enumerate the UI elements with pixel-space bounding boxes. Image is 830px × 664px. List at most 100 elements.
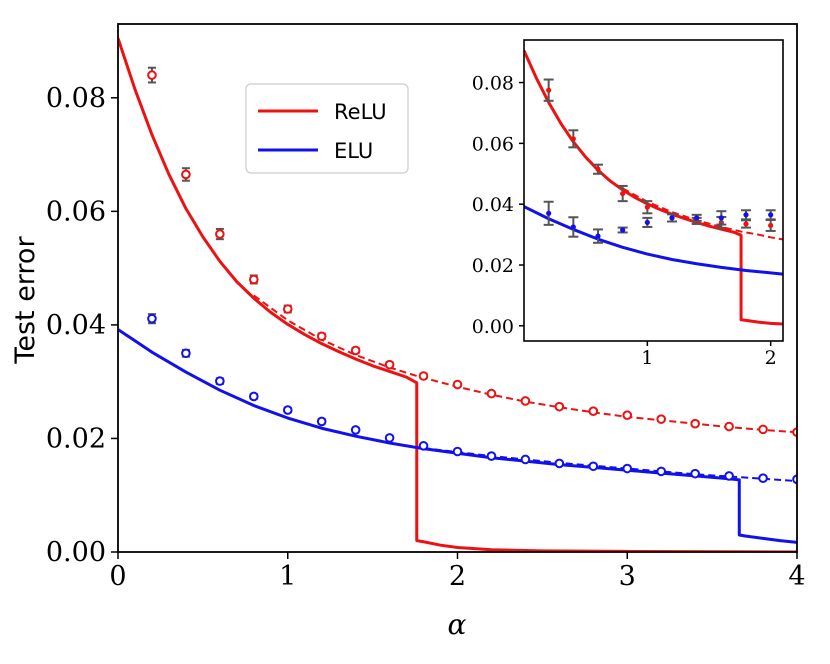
inset-elu-marker [743,212,749,218]
main-elu-point [656,466,667,477]
inset-elu-marker [768,212,774,218]
main-x-tick-label: 4 [788,561,805,592]
main-relu-point [588,406,599,417]
main-relu-marker [316,331,327,342]
main-elu-point [215,376,225,386]
main-relu-point [384,359,395,370]
inset-elu-marker [644,219,650,226]
inset-relu-marker [620,190,626,197]
inset-ticks: 1 2 0.00 0.02 0.04 0.06 0.08 [472,73,777,369]
main-relu-marker [554,401,565,412]
inset-elu-marker [718,215,724,221]
main-relu-marker [215,229,225,239]
main-relu-marker [622,410,633,420]
inset-plot-area [524,50,783,326]
main-elu-marker [316,416,327,427]
inset-background [524,40,783,341]
main-elu-marker [622,463,633,474]
main-elu-marker [520,454,531,465]
main-elu-marker [554,458,565,469]
main-relu-solid-line [118,37,797,552]
main-elu-point [792,474,797,485]
main-y-tick-label: 0.08 [46,83,106,114]
main-elu-marker [215,376,225,386]
main-relu-marker [181,169,191,180]
inset-relu-marker [570,136,576,142]
inset-elu-marker [595,233,601,239]
inset-y-tick-label: 0.06 [472,133,514,155]
inset-elu-marker [669,215,675,221]
main-relu-marker [724,421,734,432]
main-elu-marker [758,473,768,483]
inset-relu-point [593,163,603,175]
inset-relu-marker [595,166,601,172]
main-relu-point [622,410,633,420]
main-elu-point [554,458,565,469]
main-elu-marker [656,466,667,477]
inset-axes-frame [523,39,784,342]
main-relu-dashed-line [253,294,797,434]
main-relu-point [792,427,797,438]
main-elu-point [690,468,700,479]
inset-clipped [524,50,783,326]
main-relu-marker [418,371,429,381]
main-elu-dashed-line [423,447,797,483]
main-y-tick-label: 0.04 [46,310,106,341]
main-relu-point [520,396,531,406]
main-relu-point [316,331,327,342]
inset-relu-dashed-line [622,187,783,241]
main-y-tick-label: 0.00 [46,537,106,568]
main-relu-marker [588,406,599,417]
inset-relu-point [617,184,628,203]
main-relu-point [554,401,565,412]
main-clipped [118,37,797,552]
main-relu-marker [690,418,700,429]
main-relu-marker [350,345,361,356]
main-relu-marker [656,414,667,424]
main-elu-point [384,433,395,443]
main-relu-point [690,418,700,429]
main-relu-point [486,388,497,399]
main-relu-point [758,424,768,435]
main-elu-marker [147,313,157,324]
x-axis-label: α [448,608,467,641]
inset-relu-marker [644,204,650,210]
main-elu-marker [384,433,395,443]
main-y-tick-label: 0.06 [46,196,106,227]
main-elu-point [350,425,361,435]
inset-relu-point [642,200,653,215]
main-x-tick-label: 2 [449,561,466,592]
inset-elu-point [642,216,653,228]
legend-relu-label: ReLU [334,100,387,124]
main-plot-area [118,37,797,552]
main-relu-marker [758,424,768,435]
inset-elu-point [716,210,727,226]
inset-elu-marker [546,210,552,216]
main-relu-marker [520,396,531,406]
inset-relu-marker [768,222,774,229]
main-elu-point [724,471,734,481]
main-relu-point [418,371,429,381]
main-elu-point [622,463,633,474]
main-elu-marker [181,348,191,359]
inset-elu-point [593,228,603,244]
inset-y-tick-label: 0.08 [472,73,514,95]
main-ticks: 0 1 2 3 4 0.00 0.02 0.04 0.06 0.08 [46,83,806,592]
main-elu-marker [690,468,700,479]
inset-elu-marker [694,215,700,221]
inset-elu-point [667,213,677,223]
main-relu-marker [792,427,797,438]
main-elu-marker [588,461,599,472]
inset-elu-solid-line [524,205,783,276]
inset-relu-point [543,78,554,102]
main-elu-marker [486,451,497,461]
main-relu-point [249,274,259,285]
main-elu-point [249,391,259,402]
main-x-tick-label: 0 [109,561,126,592]
main-elu-marker [249,391,259,402]
inset-elu-marker [620,227,626,233]
legend-box [245,83,409,174]
main-relu-point [181,167,191,182]
inset-elu-marker [570,224,576,230]
